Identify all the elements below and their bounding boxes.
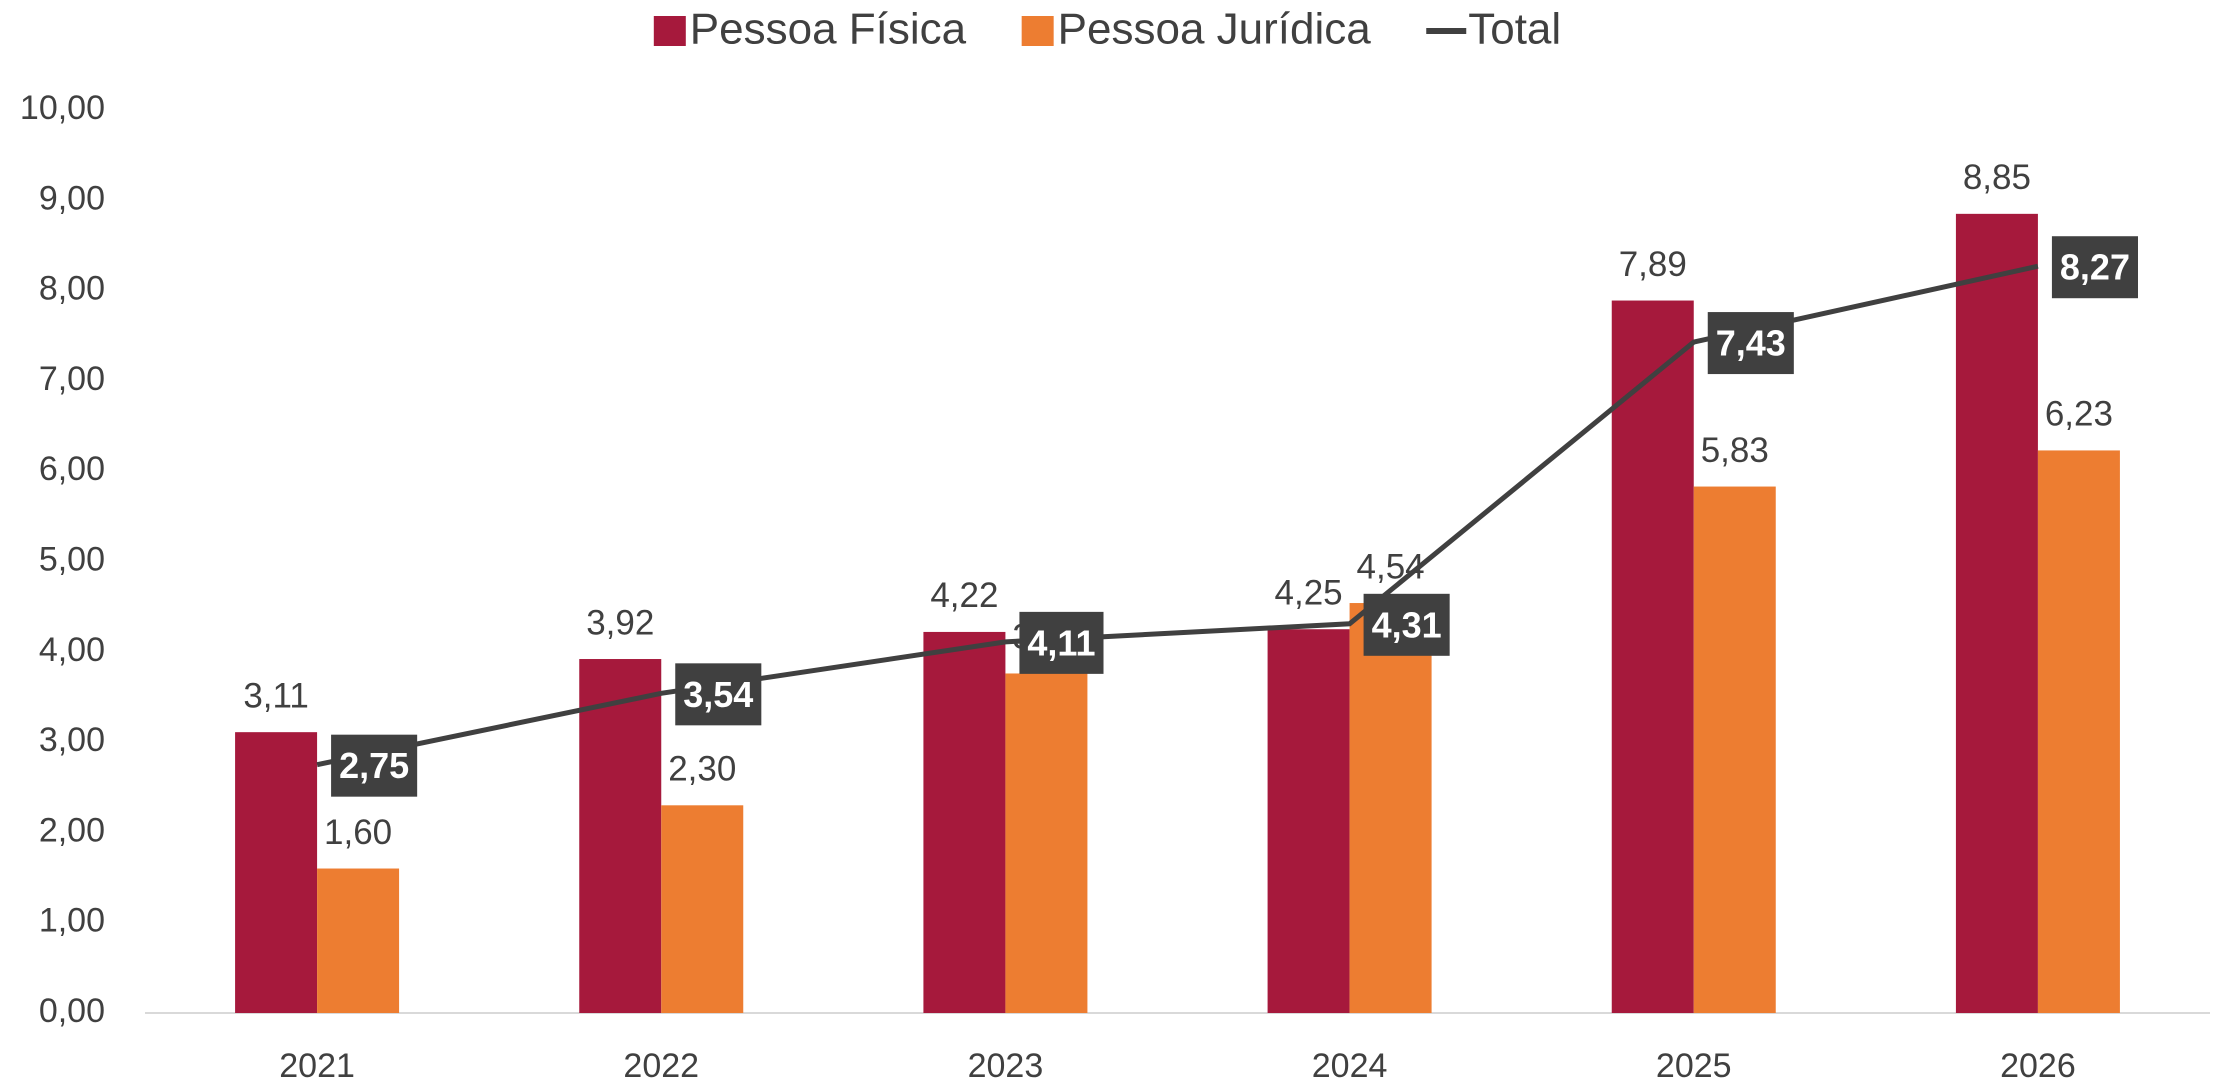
y-tick-label: 7,00 — [39, 360, 105, 398]
data-label: 2,75 — [339, 745, 409, 786]
y-tick-label: 4,00 — [39, 631, 105, 669]
y-tick-label: 1,00 — [39, 902, 105, 940]
label-box — [331, 734, 418, 797]
data-label: 3,54 — [683, 674, 753, 715]
label-box — [1019, 611, 1104, 674]
x-tick-label: 2023 — [968, 1047, 1044, 1085]
bar — [2037, 450, 2120, 1013]
x-tick-label: 2022 — [623, 1047, 699, 1085]
legend: Pessoa Física Pessoa Jurídica Total — [653, 5, 1561, 54]
bar — [1611, 300, 1694, 1014]
data-label: 7,43 — [1716, 323, 1786, 364]
y-tick-label: 8,00 — [39, 270, 105, 308]
data-label: 4,31 — [1372, 604, 1442, 645]
label-box — [1363, 593, 1450, 656]
y-tick-label: 6,00 — [39, 450, 105, 488]
total-label: 3,54 — [675, 663, 762, 726]
bar — [317, 868, 400, 1013]
data-label: 4,25 — [1275, 573, 1343, 612]
data-label: 6,23 — [2045, 395, 2113, 434]
label-box — [675, 663, 762, 726]
legend-label: Pessoa Jurídica — [1058, 5, 1372, 54]
bar — [923, 631, 1006, 1013]
data-label: 7,89 — [1619, 245, 1687, 284]
label-box — [2051, 236, 2138, 299]
bar — [1267, 629, 1350, 1013]
bar — [235, 732, 318, 1013]
legend-swatch — [1021, 16, 1054, 46]
bar — [1955, 213, 2038, 1014]
y-tick-label: 0,00 — [39, 992, 105, 1030]
data-label: 3,92 — [586, 603, 654, 642]
total-label: 4,31 — [1363, 593, 1450, 656]
total-label: 7,43 — [1707, 312, 1794, 375]
x-tick-label: 2021 — [279, 1047, 355, 1085]
bar — [1349, 603, 1432, 1013]
total-label: 4,11 — [1019, 611, 1104, 674]
data-label: 2,30 — [668, 750, 736, 789]
data-label: 4,22 — [930, 576, 998, 615]
y-tick-label: 5,00 — [39, 540, 105, 578]
label-box — [1707, 312, 1794, 375]
data-label: 3,11 — [243, 676, 309, 715]
data-label: 1,60 — [324, 813, 392, 852]
data-label: 4,54 — [1357, 547, 1425, 586]
bar — [1005, 673, 1088, 1013]
y-tick-label: 10,00 — [20, 89, 105, 127]
x-tick-label: 2024 — [1312, 1047, 1388, 1085]
y-tick-label: 2,00 — [39, 811, 105, 849]
y-tick-label: 9,00 — [39, 179, 105, 217]
total-label: 8,27 — [2051, 236, 2138, 299]
bar — [579, 659, 662, 1013]
legend-label: Pessoa Física — [690, 5, 967, 54]
x-tick-label: 2025 — [1656, 1047, 1732, 1085]
bar — [661, 805, 744, 1013]
data-label: 8,27 — [2060, 247, 2130, 288]
data-label: 5,83 — [1701, 431, 1769, 470]
total-label: 2,75 — [331, 734, 418, 797]
legend-label: Total — [1468, 5, 1561, 54]
data-label: 4,11 — [1027, 622, 1095, 663]
x-tick-label: 2026 — [2000, 1047, 2076, 1085]
data-label: 8,85 — [1963, 158, 2031, 197]
legend-swatch — [653, 16, 686, 46]
bar — [1693, 486, 1776, 1013]
y-tick-label: 3,00 — [39, 721, 105, 759]
